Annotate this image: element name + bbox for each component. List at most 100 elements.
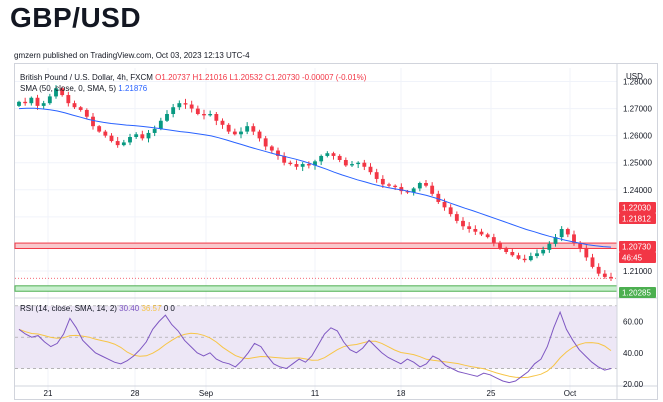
candle-body [84, 109, 89, 117]
time-tick-label: Oct [564, 389, 577, 398]
candle-body [559, 229, 564, 238]
rsi-line [18, 310, 612, 384]
candle-body [128, 137, 132, 143]
price-label-box [619, 252, 656, 263]
candle-body [319, 155, 324, 162]
price-label-box [619, 241, 656, 252]
candle-body [72, 103, 77, 108]
candle-body [399, 187, 404, 192]
rsi-ma-value: 36.57 [141, 304, 162, 313]
time-tick-label: 25 [487, 389, 496, 398]
candle-body [183, 103, 188, 105]
price-tick-label: 1.28000 [623, 78, 652, 87]
candle-body [541, 249, 546, 254]
candle-body [47, 96, 52, 104]
candle-body [362, 162, 367, 167]
candle-body [263, 138, 268, 147]
candle-body [374, 172, 379, 179]
price-tick-label: 1.26000 [623, 132, 652, 141]
candle-body [331, 153, 336, 156]
candle-body [380, 178, 385, 185]
candle-body [60, 88, 65, 96]
candle-body [356, 162, 361, 165]
sma-line [18, 107, 612, 248]
candle-body [134, 134, 139, 137]
candle-body [23, 101, 28, 104]
resistance-zone [14, 242, 618, 249]
rsi-tick-label: 40.00 [623, 349, 644, 358]
candle-body [609, 276, 613, 279]
candle-body [91, 116, 95, 127]
candle-body [424, 183, 428, 186]
candle-body [467, 226, 472, 229]
price-label-box [619, 213, 656, 224]
sma-label: SMA (50, close, 0, SMA, 5) [20, 84, 117, 93]
candle-body [202, 114, 206, 116]
candle-body [343, 160, 348, 166]
candle-body [17, 101, 21, 106]
rsi-extra: 0 0 [163, 304, 175, 313]
candle-body [177, 103, 182, 108]
candle-body [516, 255, 521, 259]
candle-body [461, 220, 465, 227]
candle-body [405, 191, 410, 193]
candle-body [535, 253, 539, 257]
candle-body [35, 97, 40, 106]
candle-body [479, 231, 484, 235]
candle-body [547, 243, 552, 250]
candle-body [294, 164, 299, 167]
candle-body [485, 234, 490, 238]
candle-body [454, 214, 459, 221]
rsi-panel [15, 297, 657, 384]
candle-body [103, 131, 108, 136]
candle-body [208, 114, 213, 116]
candle-body [214, 114, 219, 121]
time-tick-label: 11 [311, 389, 320, 398]
candle-body [504, 247, 509, 252]
candle-body [436, 193, 441, 202]
price-label-box [619, 202, 656, 213]
candle-body [350, 164, 354, 166]
candle-body [66, 95, 71, 104]
rsi-label: RSI (14, close, SMA, 14, 2) [20, 304, 117, 313]
candle-body [491, 237, 496, 243]
sma-layer [18, 107, 612, 248]
price-tick-label: 1.25000 [623, 159, 652, 168]
symbol-name[interactable]: British Pound / U.S. Dollar, 4h, FXCM [20, 73, 153, 82]
candle-body [553, 237, 558, 244]
candles [17, 85, 613, 281]
currency-label: USD [626, 72, 643, 81]
rsi-ma-line [18, 328, 612, 379]
chart-frame[interactable] [14, 63, 658, 400]
candle-body [140, 134, 145, 139]
candle-body [78, 107, 83, 110]
rsi-legend[interactable]: RSI (14, close, SMA, 14, 2) 30.40 36.57 … [20, 304, 175, 313]
candle-body [115, 141, 120, 146]
candle-body [510, 252, 515, 256]
candle-body [288, 162, 293, 165]
symbol-legend: British Pound / U.S. Dollar, 4h, FXCM O1… [20, 73, 366, 82]
candle-body [325, 153, 330, 156]
rsi-tick-label: 60.00 [623, 318, 644, 327]
sma-legend[interactable]: SMA (50, close, 0, SMA, 5) 1.21876 [20, 84, 147, 93]
price-tick-label: 1.27000 [623, 105, 652, 114]
candle-body [368, 166, 373, 173]
candle-body [257, 131, 262, 139]
candle-body [109, 135, 114, 142]
candle-body [393, 185, 398, 188]
candle-body [171, 107, 176, 114]
candle-body [590, 257, 595, 267]
candle-body [448, 207, 453, 215]
candle-body [572, 234, 576, 243]
candle-body [165, 114, 169, 121]
candle-body [269, 146, 274, 151]
price-label-text: 1.20285 [622, 289, 651, 298]
candle-body [195, 108, 200, 114]
candle-body [442, 201, 447, 208]
ohlc-values: O1.20737 H1.21016 L1.20532 C1.20730 -0.0… [155, 73, 367, 82]
price-tick-label: 1.21000 [623, 267, 652, 276]
candle-body [121, 142, 126, 146]
time-tick-label: 28 [131, 389, 140, 398]
price-tick-label: 1.24000 [623, 186, 652, 195]
